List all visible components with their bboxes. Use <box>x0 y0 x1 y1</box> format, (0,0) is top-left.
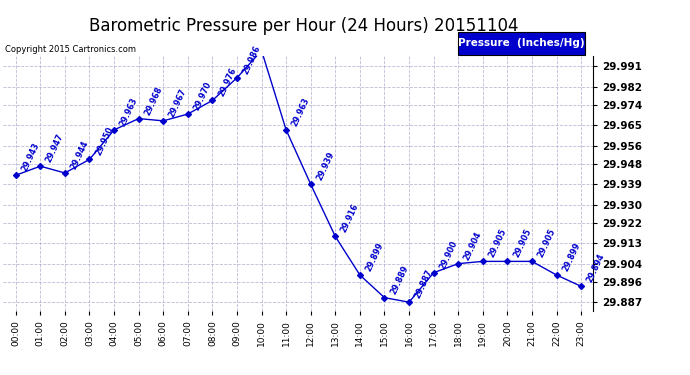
Text: 29.943: 29.943 <box>20 141 41 173</box>
Text: 29.939: 29.939 <box>315 150 336 182</box>
Text: 29.986: 29.986 <box>241 44 262 76</box>
Text: 29.916: 29.916 <box>339 202 361 234</box>
Text: Pressure  (Inches/Hg): Pressure (Inches/Hg) <box>458 39 584 48</box>
Text: 29.905: 29.905 <box>536 228 558 259</box>
Text: 29.947: 29.947 <box>44 132 66 164</box>
Text: 29.963: 29.963 <box>290 96 311 128</box>
Text: 29.905: 29.905 <box>511 228 533 259</box>
Text: 29.899: 29.899 <box>364 241 385 273</box>
Text: 29.950: 29.950 <box>94 126 115 157</box>
Text: 29.970: 29.970 <box>192 80 213 112</box>
Text: 29.967: 29.967 <box>168 87 188 118</box>
Text: Barometric Pressure per Hour (24 Hours) 20151104: Barometric Pressure per Hour (24 Hours) … <box>89 17 518 35</box>
Text: 29.904: 29.904 <box>462 230 484 261</box>
Text: 29.905: 29.905 <box>487 228 508 259</box>
Text: 29.887: 29.887 <box>413 268 435 300</box>
Text: 29.899: 29.899 <box>561 241 582 273</box>
Text: 29.900: 29.900 <box>437 239 459 270</box>
Text: 29.894: 29.894 <box>585 252 607 284</box>
Text: 29.963: 29.963 <box>118 96 139 128</box>
Text: 29.944: 29.944 <box>69 139 90 171</box>
FancyBboxPatch shape <box>457 32 584 55</box>
Text: 29.976: 29.976 <box>217 67 238 98</box>
Text: Copyright 2015 Cartronics.com: Copyright 2015 Cartronics.com <box>5 45 136 54</box>
Text: 29.889: 29.889 <box>388 264 410 296</box>
Text: 29.998: 29.998 <box>0 374 1 375</box>
Text: 29.968: 29.968 <box>143 85 164 116</box>
